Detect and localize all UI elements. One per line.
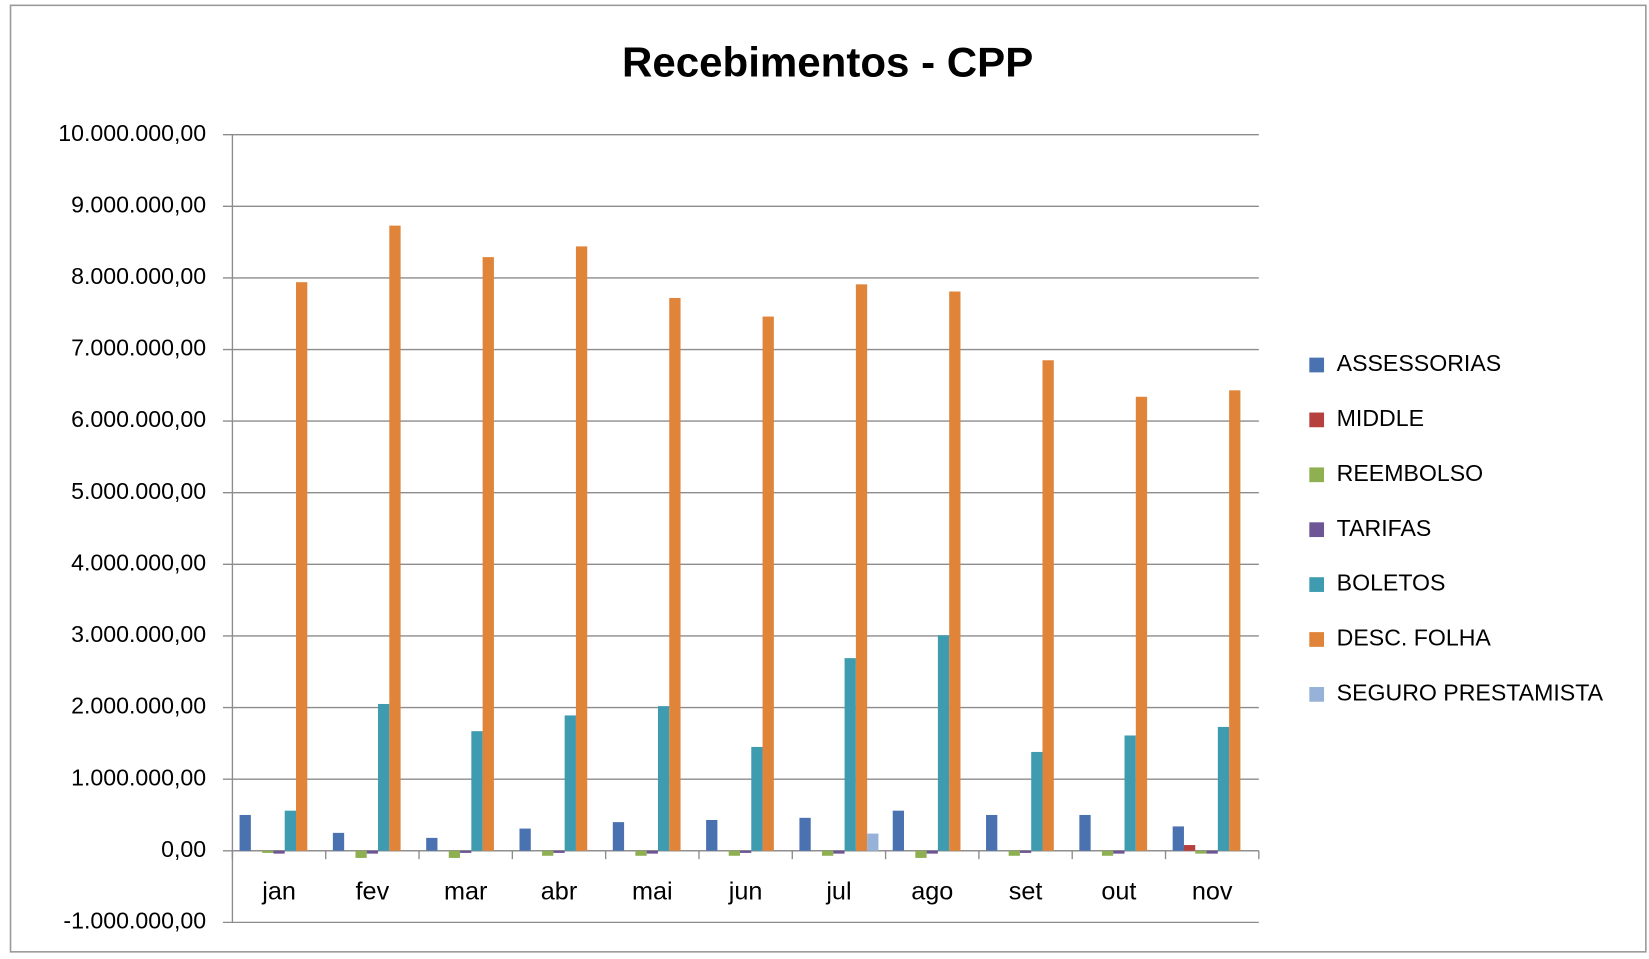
bar	[833, 850, 845, 854]
bar	[262, 850, 274, 853]
legend-swatch	[1309, 522, 1325, 538]
y-tick-label: 2.000.000,00	[71, 693, 206, 719]
bar	[706, 819, 718, 851]
legend-label: BOLETOS	[1337, 570, 1446, 596]
bar	[751, 746, 763, 851]
legend-swatch	[1309, 632, 1325, 647]
bar	[822, 850, 834, 856]
legend-label: DESC. FOLHA	[1337, 625, 1492, 651]
bar	[915, 850, 927, 858]
bar	[575, 246, 588, 851]
bar	[284, 810, 297, 851]
bar	[646, 850, 658, 854]
legend-label: REEMBOLSO	[1337, 460, 1484, 486]
y-tick-label: 0,00	[161, 836, 206, 862]
bar	[355, 850, 367, 858]
legend-swatch	[1309, 357, 1325, 373]
x-tick-label: jul	[825, 878, 851, 906]
y-tick-label: 10.000.000,00	[58, 120, 206, 146]
x-tick-label: out	[1101, 878, 1136, 906]
bar	[1031, 751, 1043, 851]
legend-label: MIDDLE	[1337, 405, 1424, 431]
bar	[471, 731, 483, 851]
x-tick-label: fev	[356, 878, 390, 906]
bar	[728, 850, 740, 856]
bar	[986, 814, 998, 851]
bar	[332, 832, 345, 851]
bar	[296, 282, 308, 851]
bar	[1195, 850, 1207, 854]
x-tick-label: nov	[1192, 878, 1233, 906]
bar	[1135, 396, 1148, 851]
bar	[926, 850, 938, 854]
y-tick-label: 6.000.000,00	[71, 406, 206, 432]
bar	[366, 850, 379, 854]
bar	[519, 828, 531, 851]
bar	[892, 810, 905, 851]
x-tick-label: jan	[261, 878, 296, 906]
bar	[482, 257, 494, 851]
bar	[273, 850, 285, 854]
bar	[937, 635, 950, 851]
x-tick-label: abr	[541, 878, 577, 906]
x-tick-label: set	[1009, 878, 1043, 906]
bar	[844, 658, 856, 851]
legend-label: TARIFAS	[1337, 515, 1432, 541]
bar	[1113, 850, 1125, 854]
bar	[855, 284, 868, 851]
bar	[389, 225, 401, 851]
bar	[564, 715, 576, 851]
y-tick-label: 5.000.000,00	[71, 478, 206, 504]
legend-label: SEGURO PRESTAMISTA	[1337, 679, 1604, 705]
legend-swatch	[1309, 467, 1325, 483]
bar	[1206, 850, 1218, 854]
bar	[1101, 850, 1114, 856]
bar	[799, 817, 811, 851]
bar	[867, 833, 879, 851]
legend-label: ASSESSORIAS	[1337, 350, 1502, 376]
y-tick-label: 1.000.000,00	[71, 764, 206, 790]
bar	[657, 706, 670, 851]
bar	[612, 822, 625, 851]
bar	[448, 850, 461, 858]
legend-swatch	[1309, 412, 1325, 428]
legend-swatch	[1309, 687, 1325, 702]
x-tick-label: mar	[444, 878, 487, 906]
bar	[1079, 814, 1091, 851]
bar	[542, 850, 554, 856]
bar	[1042, 360, 1054, 851]
legend-swatch	[1309, 577, 1325, 592]
bar	[1124, 735, 1136, 851]
y-tick-label: 8.000.000,00	[71, 263, 206, 289]
chart-title: Recebimentos - CPP	[622, 38, 1033, 85]
y-tick-label: -1.000.000,00	[63, 907, 206, 933]
bar	[553, 850, 565, 853]
bar	[949, 291, 961, 851]
bar	[739, 850, 752, 853]
bar	[426, 837, 438, 851]
bar	[239, 814, 251, 851]
chart-border	[9, 4, 1647, 953]
bar	[1008, 850, 1020, 856]
bar	[1217, 726, 1230, 851]
y-tick-label: 3.000.000,00	[71, 621, 206, 647]
bar	[460, 850, 472, 853]
bar	[1019, 850, 1032, 853]
bar	[762, 316, 774, 851]
bar	[669, 297, 681, 851]
y-tick-label: 4.000.000,00	[71, 549, 206, 575]
bar	[378, 703, 390, 851]
x-tick-label: ago	[911, 878, 953, 906]
x-tick-label: mai	[632, 878, 673, 906]
bar	[1183, 845, 1196, 851]
x-tick-label: jun	[728, 878, 763, 906]
bar	[1172, 826, 1184, 851]
y-tick-label: 7.000.000,00	[71, 335, 206, 361]
y-tick-label: 9.000.000,00	[71, 191, 206, 217]
bar	[1229, 390, 1241, 851]
bar	[635, 850, 647, 856]
